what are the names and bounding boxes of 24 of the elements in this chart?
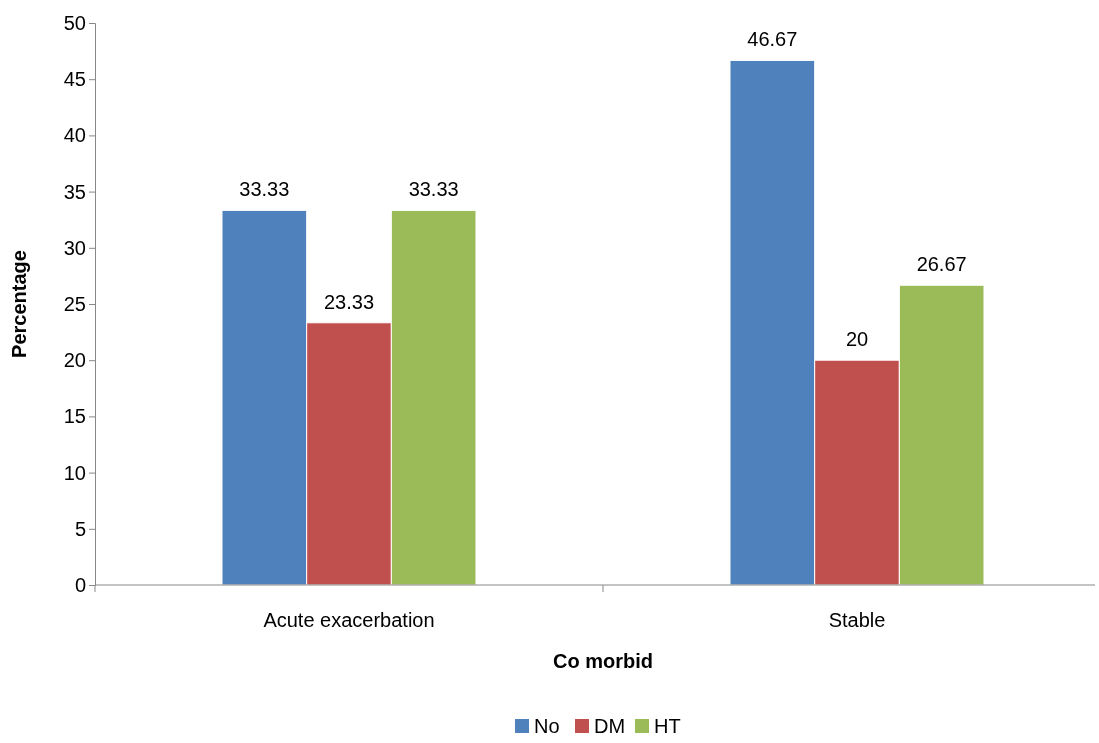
data-label: 33.33: [408, 178, 459, 201]
y-tick-label: 5: [74, 517, 86, 540]
y-tick-label: 20: [63, 349, 86, 372]
data-label: 33.33: [239, 178, 290, 201]
y-tick-label: 15: [63, 405, 86, 428]
y-tick-label: 25: [63, 292, 86, 315]
legend-label: No: [534, 715, 560, 737]
x-tick-label: Stable: [828, 609, 886, 631]
y-tick-label: 50: [63, 11, 86, 34]
data-label: 26.67: [916, 253, 967, 276]
data-label: 20: [845, 328, 869, 351]
legend-label: DM: [594, 715, 626, 737]
data-label: 46.67: [747, 28, 798, 51]
y-tick-label: 35: [63, 180, 86, 203]
y-tick-label: 10: [63, 461, 86, 484]
x-axis-title: Co morbid: [553, 650, 653, 672]
y-tick-label: 30: [63, 236, 86, 259]
y-tick-label: 40: [63, 124, 86, 147]
y-axis-title: Percentage: [8, 250, 30, 358]
y-tick-label: 45: [63, 68, 86, 91]
data-label: 23.33: [323, 290, 375, 313]
y-tick-label: 0: [74, 573, 86, 596]
legend-label: HT: [654, 715, 681, 737]
x-tick-label: Acute exacerbation: [263, 609, 435, 631]
